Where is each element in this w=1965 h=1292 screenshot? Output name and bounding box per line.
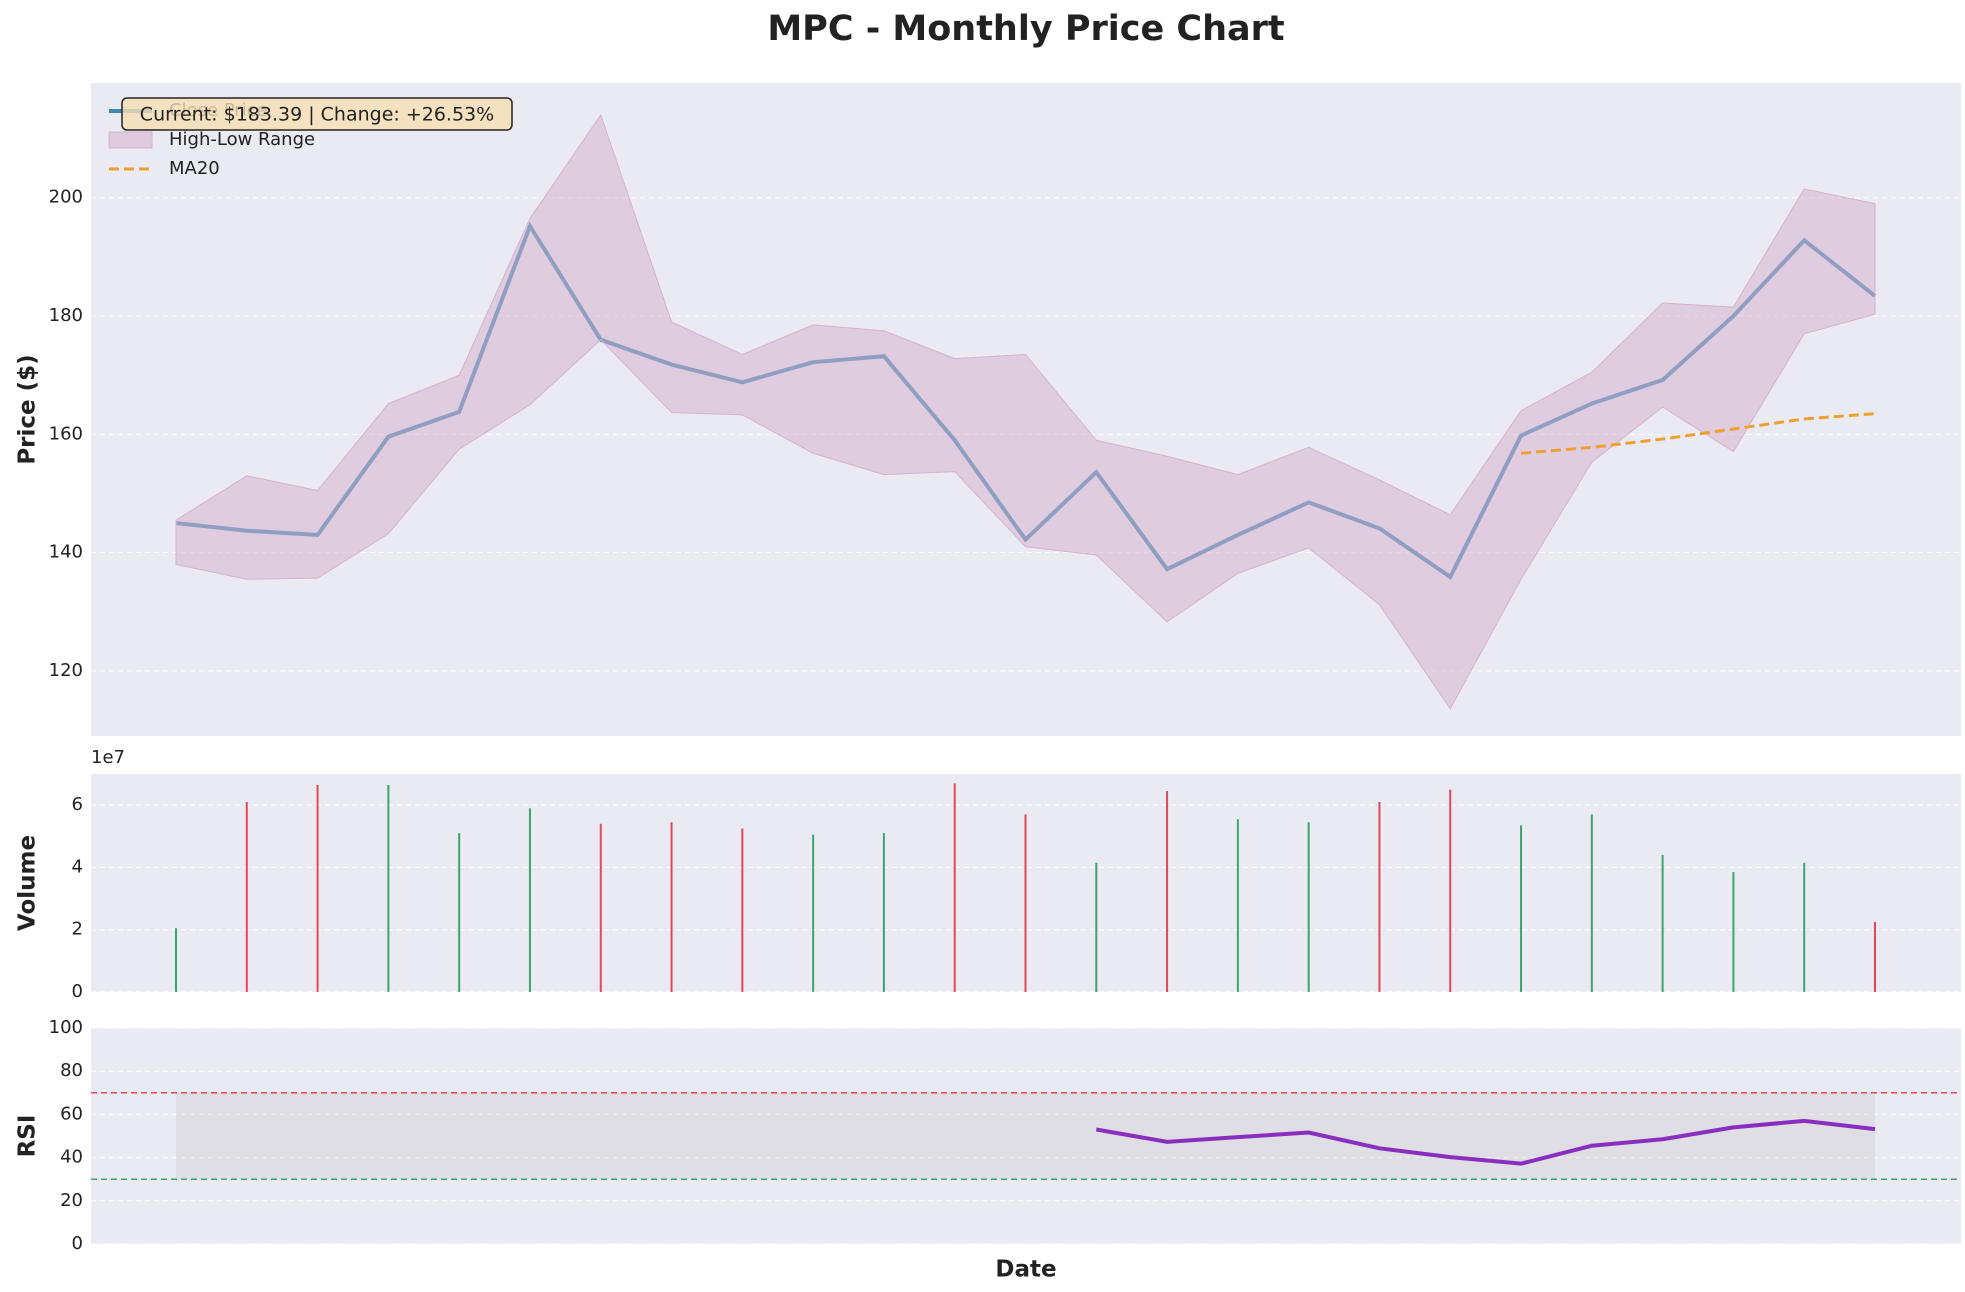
- legend-label: MA20: [169, 158, 220, 179]
- volume-bar: [953, 783, 956, 992]
- y-tick-label: 40: [60, 1147, 83, 1168]
- volume-bar: [1874, 921, 1876, 992]
- volume-bar: [245, 802, 248, 992]
- plot-area: [91, 1028, 1961, 1244]
- y-tick-label: 100: [49, 1017, 83, 1038]
- volume-bar: [1590, 814, 1593, 992]
- volume-bar: [387, 784, 390, 992]
- volume-bar: [458, 833, 461, 992]
- volume-bar: [1661, 854, 1664, 992]
- y-axis-label: Price ($): [15, 354, 41, 464]
- y-tick-label: 2: [72, 919, 83, 940]
- neutral-zone: [176, 1092, 1875, 1180]
- volume-bar: [670, 822, 673, 992]
- volume-bar: [1803, 862, 1806, 992]
- volume-bar: [175, 928, 177, 992]
- volume-bar: [599, 823, 602, 992]
- volume-bar: [528, 808, 531, 992]
- y-tick-label: 180: [49, 305, 83, 326]
- x-axis-label: Date: [995, 1257, 1056, 1283]
- volume-bar: [1307, 822, 1310, 992]
- volume-bar: [1732, 872, 1735, 992]
- high-low-band: [175, 113, 1876, 710]
- volume-bar: [316, 784, 319, 992]
- volume-bar: [1520, 825, 1523, 992]
- legend-label: High-Low Range: [169, 129, 315, 150]
- y-axis-label: Volume: [15, 835, 41, 931]
- volume-bar: [1095, 862, 1098, 992]
- volume-bar: [882, 833, 885, 992]
- chart-title: MPC - Monthly Price Chart: [767, 9, 1284, 49]
- volume-bar: [1236, 819, 1239, 992]
- offset-label: 1e7: [91, 747, 125, 768]
- y-tick-label: 4: [72, 856, 83, 877]
- y-tick-label: 20: [60, 1190, 83, 1211]
- y-tick-label: 60: [60, 1103, 83, 1124]
- volume-bar: [741, 828, 744, 992]
- y-tick-label: 140: [49, 542, 83, 563]
- y-tick-label: 6: [72, 794, 83, 815]
- y-tick-label: 200: [49, 187, 83, 208]
- volume-bar: [1449, 789, 1452, 992]
- series-line: [1095, 1118, 1876, 1166]
- volume-bar: [812, 834, 815, 992]
- y-tick-label: 0: [72, 981, 83, 1002]
- y-axis-label: RSI: [15, 1115, 41, 1158]
- volume-bar: [1024, 814, 1027, 992]
- y-tick-label: 0: [72, 1233, 83, 1254]
- y-tick-label: 120: [49, 660, 83, 681]
- y-tick-label: 80: [60, 1060, 83, 1081]
- volume-bar: [1166, 791, 1169, 992]
- volume-bar: [1378, 802, 1381, 992]
- y-tick-label: 160: [49, 423, 83, 444]
- annotation-box: [121, 97, 513, 131]
- annotation: Current: $183.39 | Change: +26.53%: [140, 104, 494, 126]
- legend-swatch: [108, 131, 153, 149]
